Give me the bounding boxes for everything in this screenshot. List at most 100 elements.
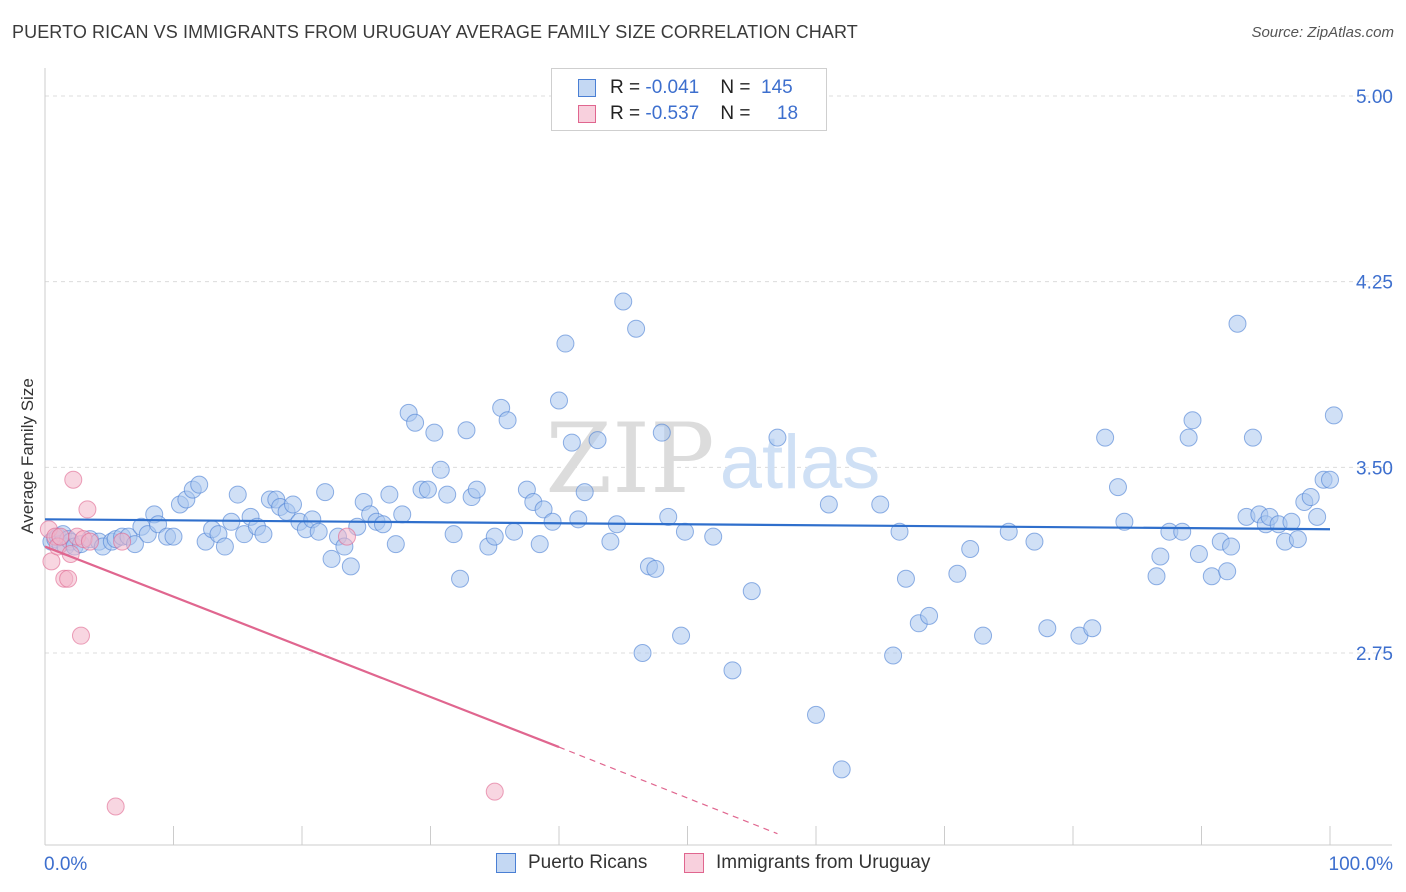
data-point: [819, 495, 838, 514]
watermark-zip: ZIP: [545, 403, 714, 515]
axes: [44, 68, 1392, 846]
y-tick-label: 5.00: [1356, 87, 1393, 108]
series-uruguay: [39, 470, 504, 816]
bottom-legend-swatch-pink: [684, 853, 704, 873]
data-point: [316, 483, 335, 502]
legend-n-value: 145: [761, 77, 793, 98]
data-point: [562, 433, 581, 452]
chart-source: Source: ZipAtlas.com: [1251, 24, 1394, 41]
legend-r-value: -0.537: [645, 103, 700, 124]
data-point: [974, 626, 993, 645]
data-point: [575, 483, 594, 502]
x-tick-label: 100.0%: [1329, 854, 1394, 875]
data-point: [467, 480, 486, 499]
data-point: [1324, 406, 1343, 425]
data-point: [1151, 547, 1170, 566]
trend-line-puerto-ricans: [44, 518, 1331, 531]
data-point: [672, 626, 691, 645]
data-point: [1321, 470, 1339, 489]
data-point: [704, 527, 723, 546]
x-tick-labels: 0.0% 100.0%: [44, 854, 1393, 875]
data-point: [215, 537, 234, 556]
data-point: [646, 559, 665, 578]
data-point: [1115, 512, 1134, 531]
data-point: [341, 557, 360, 576]
data-point: [190, 475, 209, 494]
data-point: [228, 485, 247, 504]
data-point: [556, 334, 575, 353]
data-point: [1288, 530, 1307, 549]
data-point: [444, 525, 463, 544]
chart-title: PUERTO RICAN VS IMMIGRANTS FROM URUGUAY …: [12, 22, 858, 42]
data-point: [550, 391, 568, 410]
legend-n-label: N =: [720, 103, 756, 124]
data-point: [961, 540, 980, 559]
data-point: [1202, 567, 1221, 586]
data-point: [1173, 522, 1192, 541]
y-tick-label: 2.75: [1356, 644, 1393, 665]
data-point: [884, 646, 903, 665]
y-tick-label: 4.25: [1356, 273, 1393, 294]
watermark-atlas: atlas: [720, 420, 881, 505]
bottom-legend-swatch-blue: [496, 853, 516, 873]
data-point: [832, 760, 851, 779]
data-point: [1096, 428, 1115, 447]
data-point: [543, 512, 562, 531]
legend-n-label: N =: [720, 77, 756, 98]
data-point: [373, 515, 392, 534]
data-point: [431, 460, 450, 479]
data-point: [1228, 314, 1247, 333]
legend-r-label: R =: [610, 77, 646, 98]
data-point: [768, 428, 787, 447]
data-point: [51, 527, 70, 546]
data-point: [254, 525, 273, 544]
data-point: [64, 470, 83, 489]
bottom-legend-label: Immigrants from Uruguay: [716, 852, 931, 873]
x-tick-label: 0.0%: [44, 854, 87, 875]
data-point: [80, 532, 99, 551]
data-point: [78, 500, 97, 519]
data-point: [393, 505, 412, 524]
data-point: [42, 552, 61, 571]
bottom-legend-label: Puerto Ricans: [528, 852, 648, 873]
data-point: [425, 423, 444, 442]
series-puerto-ricans: [42, 292, 1343, 779]
data-point: [871, 495, 890, 514]
data-point: [1301, 488, 1320, 507]
data-point: [1038, 619, 1057, 638]
data-point: [1218, 562, 1237, 581]
y-tick-label: 3.50: [1356, 458, 1393, 479]
data-point: [1282, 512, 1301, 531]
data-point: [485, 782, 504, 801]
trend-lines: [44, 518, 1331, 835]
data-point: [438, 485, 457, 504]
data-point: [380, 485, 399, 504]
data-point: [614, 292, 633, 311]
data-point: [1025, 532, 1044, 551]
data-point: [627, 319, 646, 338]
data-point: [337, 527, 356, 546]
data-point: [569, 510, 588, 529]
data-point: [457, 421, 476, 440]
data-point: [601, 532, 620, 551]
data-point: [1108, 478, 1127, 497]
data-point: [588, 431, 607, 450]
data-point: [164, 527, 183, 546]
data-point: [1183, 411, 1202, 430]
data-point: [386, 535, 405, 554]
data-point: [1243, 428, 1262, 447]
data-point: [106, 797, 125, 816]
data-point: [418, 480, 437, 499]
data-point: [505, 522, 524, 541]
data-point: [948, 564, 967, 583]
trend-line-uruguay: [44, 545, 560, 749]
legend-swatch-blue: [578, 79, 596, 97]
correlation-legend: R = -0.041 N = 145 R = -0.537 N = 18: [551, 68, 827, 131]
data-point: [742, 582, 761, 601]
data-point: [1222, 537, 1241, 556]
data-point: [406, 413, 425, 432]
data-point: [920, 606, 939, 625]
data-point: [498, 411, 517, 430]
data-point: [659, 507, 678, 526]
data-point: [1147, 567, 1166, 586]
